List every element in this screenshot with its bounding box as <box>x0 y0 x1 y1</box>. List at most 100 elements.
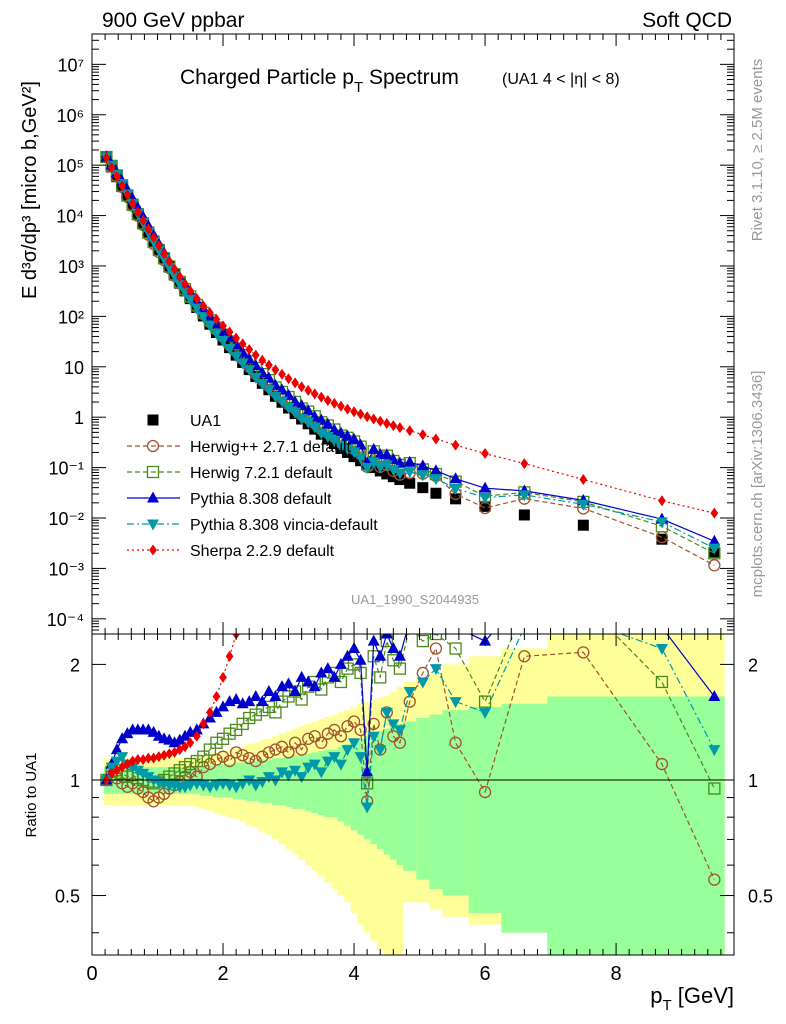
ratio-point-3 <box>361 765 374 777</box>
main-point-5 <box>160 248 168 260</box>
ratio-point-1 <box>708 873 721 886</box>
main-point-4 <box>429 474 442 486</box>
main-point-4 <box>197 312 210 324</box>
main-point-3 <box>416 459 429 471</box>
ratio-point-1 <box>393 736 407 749</box>
ratio-point-3 <box>321 662 334 674</box>
y-tick-label: 10 <box>64 358 84 378</box>
main-point-5 <box>297 381 306 393</box>
legend-marker <box>146 465 160 479</box>
main-point-4 <box>230 351 243 363</box>
ratio-point-1 <box>429 642 443 655</box>
ratio-point-3 <box>308 680 321 692</box>
ratio-point-3 <box>380 634 393 639</box>
ratio-point-3 <box>275 680 288 692</box>
process-label: Soft QCD <box>642 9 732 32</box>
main-point-5 <box>245 344 254 356</box>
main-point-4 <box>262 384 275 396</box>
ratio-point-3 <box>393 649 406 661</box>
main-point-4 <box>577 499 590 511</box>
ratio-tick-label-right: 2 <box>748 655 758 675</box>
ratio-point-3 <box>230 693 243 705</box>
ratio-point-3 <box>367 634 380 646</box>
ratio-point-3 <box>262 684 275 696</box>
main-point-5 <box>206 307 214 319</box>
ratio-point-2 <box>243 711 256 725</box>
band-green-bin <box>206 765 214 796</box>
ratio-point-5 <box>199 718 208 730</box>
main-point-0 <box>404 477 416 489</box>
main-point-4 <box>354 453 367 465</box>
ratio-point-3 <box>656 621 668 632</box>
ratio-point-2 <box>478 695 492 708</box>
ratio-series-3 <box>100 621 721 785</box>
y-tick-label: 10³ <box>58 257 84 277</box>
ratio-point-5 <box>165 748 174 760</box>
main-point-4 <box>367 457 380 469</box>
main-point-3 <box>449 472 462 484</box>
band-green-bin <box>396 723 404 866</box>
main-point-4 <box>479 493 492 505</box>
uncertainty-band <box>103 634 725 955</box>
band-green-bin <box>285 756 293 808</box>
ratio-point-1 <box>229 746 243 759</box>
main-point-0 <box>430 487 442 499</box>
band-green-bin <box>468 706 503 914</box>
ratio-point-1 <box>315 736 328 749</box>
ratio-point-5 <box>107 767 116 779</box>
ratio-point-4 <box>315 767 328 779</box>
chart-title-main: Charged Particle p <box>180 66 354 89</box>
main-point-0 <box>417 482 429 494</box>
ratio-point-4 <box>367 731 380 743</box>
main-point-5 <box>451 439 460 451</box>
main-point-4 <box>393 468 406 480</box>
main-point-5 <box>118 180 126 192</box>
main-point-5 <box>102 152 111 164</box>
ratio-point-2 <box>210 736 223 749</box>
main-point-5 <box>107 161 116 173</box>
main-point-4 <box>403 467 416 479</box>
ratio-point-1 <box>262 746 276 759</box>
main-point-5 <box>238 338 247 350</box>
x-tick-label: 8 <box>611 963 622 985</box>
ratio-point-3 <box>387 642 400 654</box>
y-axis-label-main: E d³σ/dp³ [micro b,GeV²] <box>19 81 41 299</box>
ratio-point-1 <box>210 753 223 766</box>
main-point-4 <box>341 443 354 455</box>
main-point-5 <box>271 364 280 376</box>
ratio-point-1 <box>243 751 256 765</box>
chart-title-sub: T <box>354 79 363 96</box>
ratio-point-4 <box>110 756 123 768</box>
ratio-point-1 <box>577 646 590 659</box>
main-point-5 <box>369 413 378 425</box>
main-point-3 <box>341 429 354 441</box>
main-point-5 <box>154 239 163 251</box>
ratio-series-5 <box>102 634 240 786</box>
legend-label: Herwig++ 2.7.1 default <box>190 439 352 456</box>
band-green-bin <box>704 696 725 955</box>
main-point-3 <box>708 534 721 546</box>
main-point-5 <box>363 411 371 423</box>
main-point-5 <box>219 320 227 332</box>
ratio-point-2 <box>269 706 282 719</box>
ratio-point-5 <box>186 737 195 749</box>
ratio-point-3 <box>334 657 347 669</box>
main-point-4 <box>275 396 288 408</box>
ratio-point-5 <box>192 730 201 742</box>
legend-marker <box>147 491 159 503</box>
band-green-bin <box>318 750 326 816</box>
legend-marker <box>147 519 159 531</box>
ratio-point-4 <box>655 644 668 656</box>
ratio-point-1 <box>387 730 400 743</box>
main-point-4 <box>282 402 295 414</box>
ratio-point-5 <box>219 671 227 683</box>
x-tick-label: 0 <box>86 963 97 985</box>
legend-item: Pythia 8.308 default <box>127 491 332 508</box>
legend-label: UA1 <box>190 413 221 430</box>
x-tick-label: 6 <box>479 963 490 985</box>
ratio-point-4 <box>137 768 150 780</box>
legend-item: Herwig++ 2.7.1 default <box>127 439 352 456</box>
ratio-point-2 <box>429 634 443 641</box>
chart-title-tail: Spectrum <box>363 66 459 89</box>
